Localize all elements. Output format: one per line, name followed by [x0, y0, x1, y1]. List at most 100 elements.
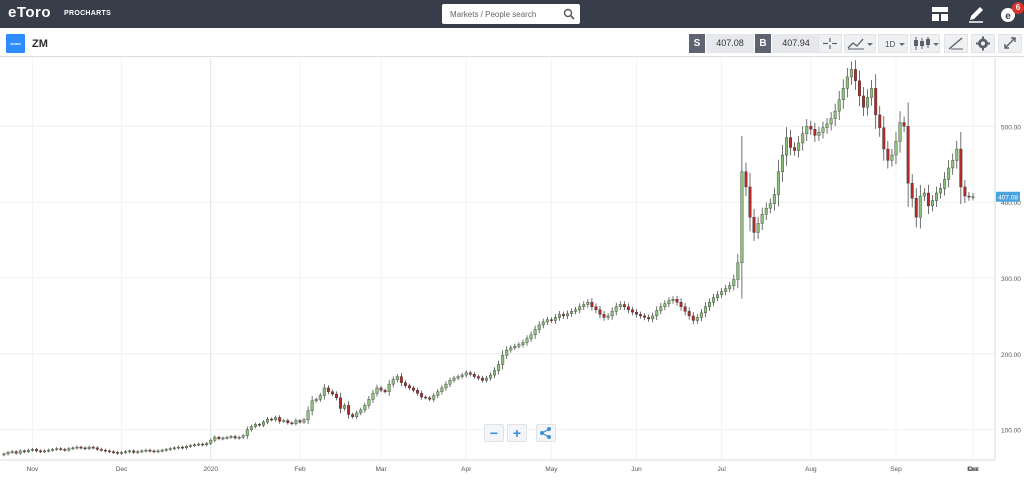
pencil-icon[interactable]: [966, 4, 986, 24]
candle[interactable]: [493, 367, 497, 379]
candle[interactable]: [270, 417, 274, 422]
indicators-button[interactable]: [844, 34, 876, 53]
candle[interactable]: [424, 395, 428, 400]
candle[interactable]: [116, 450, 119, 455]
sell-price[interactable]: 407.08: [706, 34, 754, 53]
candle[interactable]: [821, 121, 825, 139]
candle[interactable]: [655, 306, 659, 321]
candle[interactable]: [963, 180, 967, 203]
candle[interactable]: [55, 447, 59, 451]
candle[interactable]: [480, 375, 484, 383]
candle[interactable]: [83, 446, 87, 451]
candle[interactable]: [387, 380, 391, 396]
candle[interactable]: [598, 305, 602, 319]
candle[interactable]: [833, 103, 837, 127]
candle[interactable]: [343, 403, 347, 411]
candle[interactable]: [829, 112, 833, 131]
candle[interactable]: [630, 306, 634, 316]
candle[interactable]: [241, 434, 245, 439]
candle[interactable]: [168, 447, 172, 451]
candle[interactable]: [635, 309, 638, 318]
candle[interactable]: [708, 298, 711, 311]
candle[interactable]: [878, 105, 882, 137]
candle[interactable]: [2, 452, 6, 457]
candle[interactable]: [87, 445, 91, 451]
candle[interactable]: [643, 313, 647, 321]
candle[interactable]: [695, 314, 699, 324]
candle[interactable]: [853, 60, 857, 90]
candle[interactable]: [339, 392, 342, 414]
candle[interactable]: [935, 186, 938, 208]
candle[interactable]: [553, 314, 557, 324]
candle[interactable]: [464, 370, 468, 378]
candle[interactable]: [403, 380, 407, 389]
candle[interactable]: [444, 381, 448, 391]
candle[interactable]: [335, 391, 338, 401]
candle[interactable]: [890, 149, 894, 167]
candle[interactable]: [752, 208, 756, 242]
candle[interactable]: [10, 450, 14, 454]
candle[interactable]: [902, 116, 906, 133]
candle[interactable]: [549, 317, 553, 323]
candle[interactable]: [886, 140, 890, 169]
candle[interactable]: [383, 388, 387, 394]
etoro-logo[interactable]: eToro: [8, 4, 52, 21]
candle[interactable]: [943, 172, 947, 196]
candle[interactable]: [164, 447, 168, 452]
candle[interactable]: [497, 360, 501, 375]
candle[interactable]: [817, 126, 821, 141]
candle[interactable]: [574, 306, 578, 315]
drawing-tools-button[interactable]: [944, 34, 968, 53]
candle[interactable]: [862, 87, 865, 117]
candle[interactable]: [647, 314, 651, 322]
candle[interactable]: [99, 447, 103, 452]
crosshair-button[interactable]: [818, 34, 842, 53]
price-chart[interactable]: 100.00 200.00 300.00 400.00 500.00 Nov Dec 2020…: [0, 58, 1024, 476]
candle[interactable]: [330, 389, 334, 397]
candle[interactable]: [67, 447, 71, 452]
candle[interactable]: [43, 449, 47, 454]
candle[interactable]: [667, 297, 671, 308]
candle[interactable]: [428, 395, 432, 402]
candle[interactable]: [541, 318, 545, 329]
candle[interactable]: [71, 446, 75, 451]
candle[interactable]: [51, 447, 55, 452]
candle[interactable]: [456, 374, 460, 381]
candle[interactable]: [412, 385, 415, 393]
candle[interactable]: [128, 449, 132, 454]
candle[interactable]: [930, 195, 934, 212]
candle[interactable]: [728, 281, 732, 293]
candle[interactable]: [249, 424, 253, 432]
candle[interactable]: [663, 300, 667, 311]
candle[interactable]: [760, 207, 764, 231]
candle[interactable]: [525, 335, 529, 346]
candle[interactable]: [371, 389, 375, 403]
candle[interactable]: [570, 308, 574, 317]
share-button[interactable]: [536, 424, 556, 442]
candle[interactable]: [955, 140, 959, 169]
candle[interactable]: [391, 376, 395, 388]
candle[interactable]: [744, 162, 748, 197]
search-box[interactable]: [442, 4, 580, 24]
candle[interactable]: [460, 372, 464, 379]
candle[interactable]: [209, 438, 213, 446]
candle[interactable]: [602, 311, 606, 321]
candle[interactable]: [63, 447, 67, 452]
candle[interactable]: [659, 303, 663, 315]
candle[interactable]: [112, 450, 115, 454]
candle[interactable]: [91, 445, 95, 450]
candle[interactable]: [347, 401, 351, 419]
candle[interactable]: [793, 142, 797, 156]
candle[interactable]: [578, 303, 582, 314]
candle[interactable]: [898, 111, 902, 153]
candle[interactable]: [866, 89, 870, 116]
candle[interactable]: [906, 102, 910, 207]
candle[interactable]: [505, 346, 509, 360]
candle[interactable]: [399, 372, 403, 387]
candle[interactable]: [947, 159, 951, 188]
candle[interactable]: [736, 254, 740, 289]
candle[interactable]: [489, 372, 492, 381]
candle[interactable]: [351, 412, 355, 419]
candle[interactable]: [140, 449, 144, 454]
